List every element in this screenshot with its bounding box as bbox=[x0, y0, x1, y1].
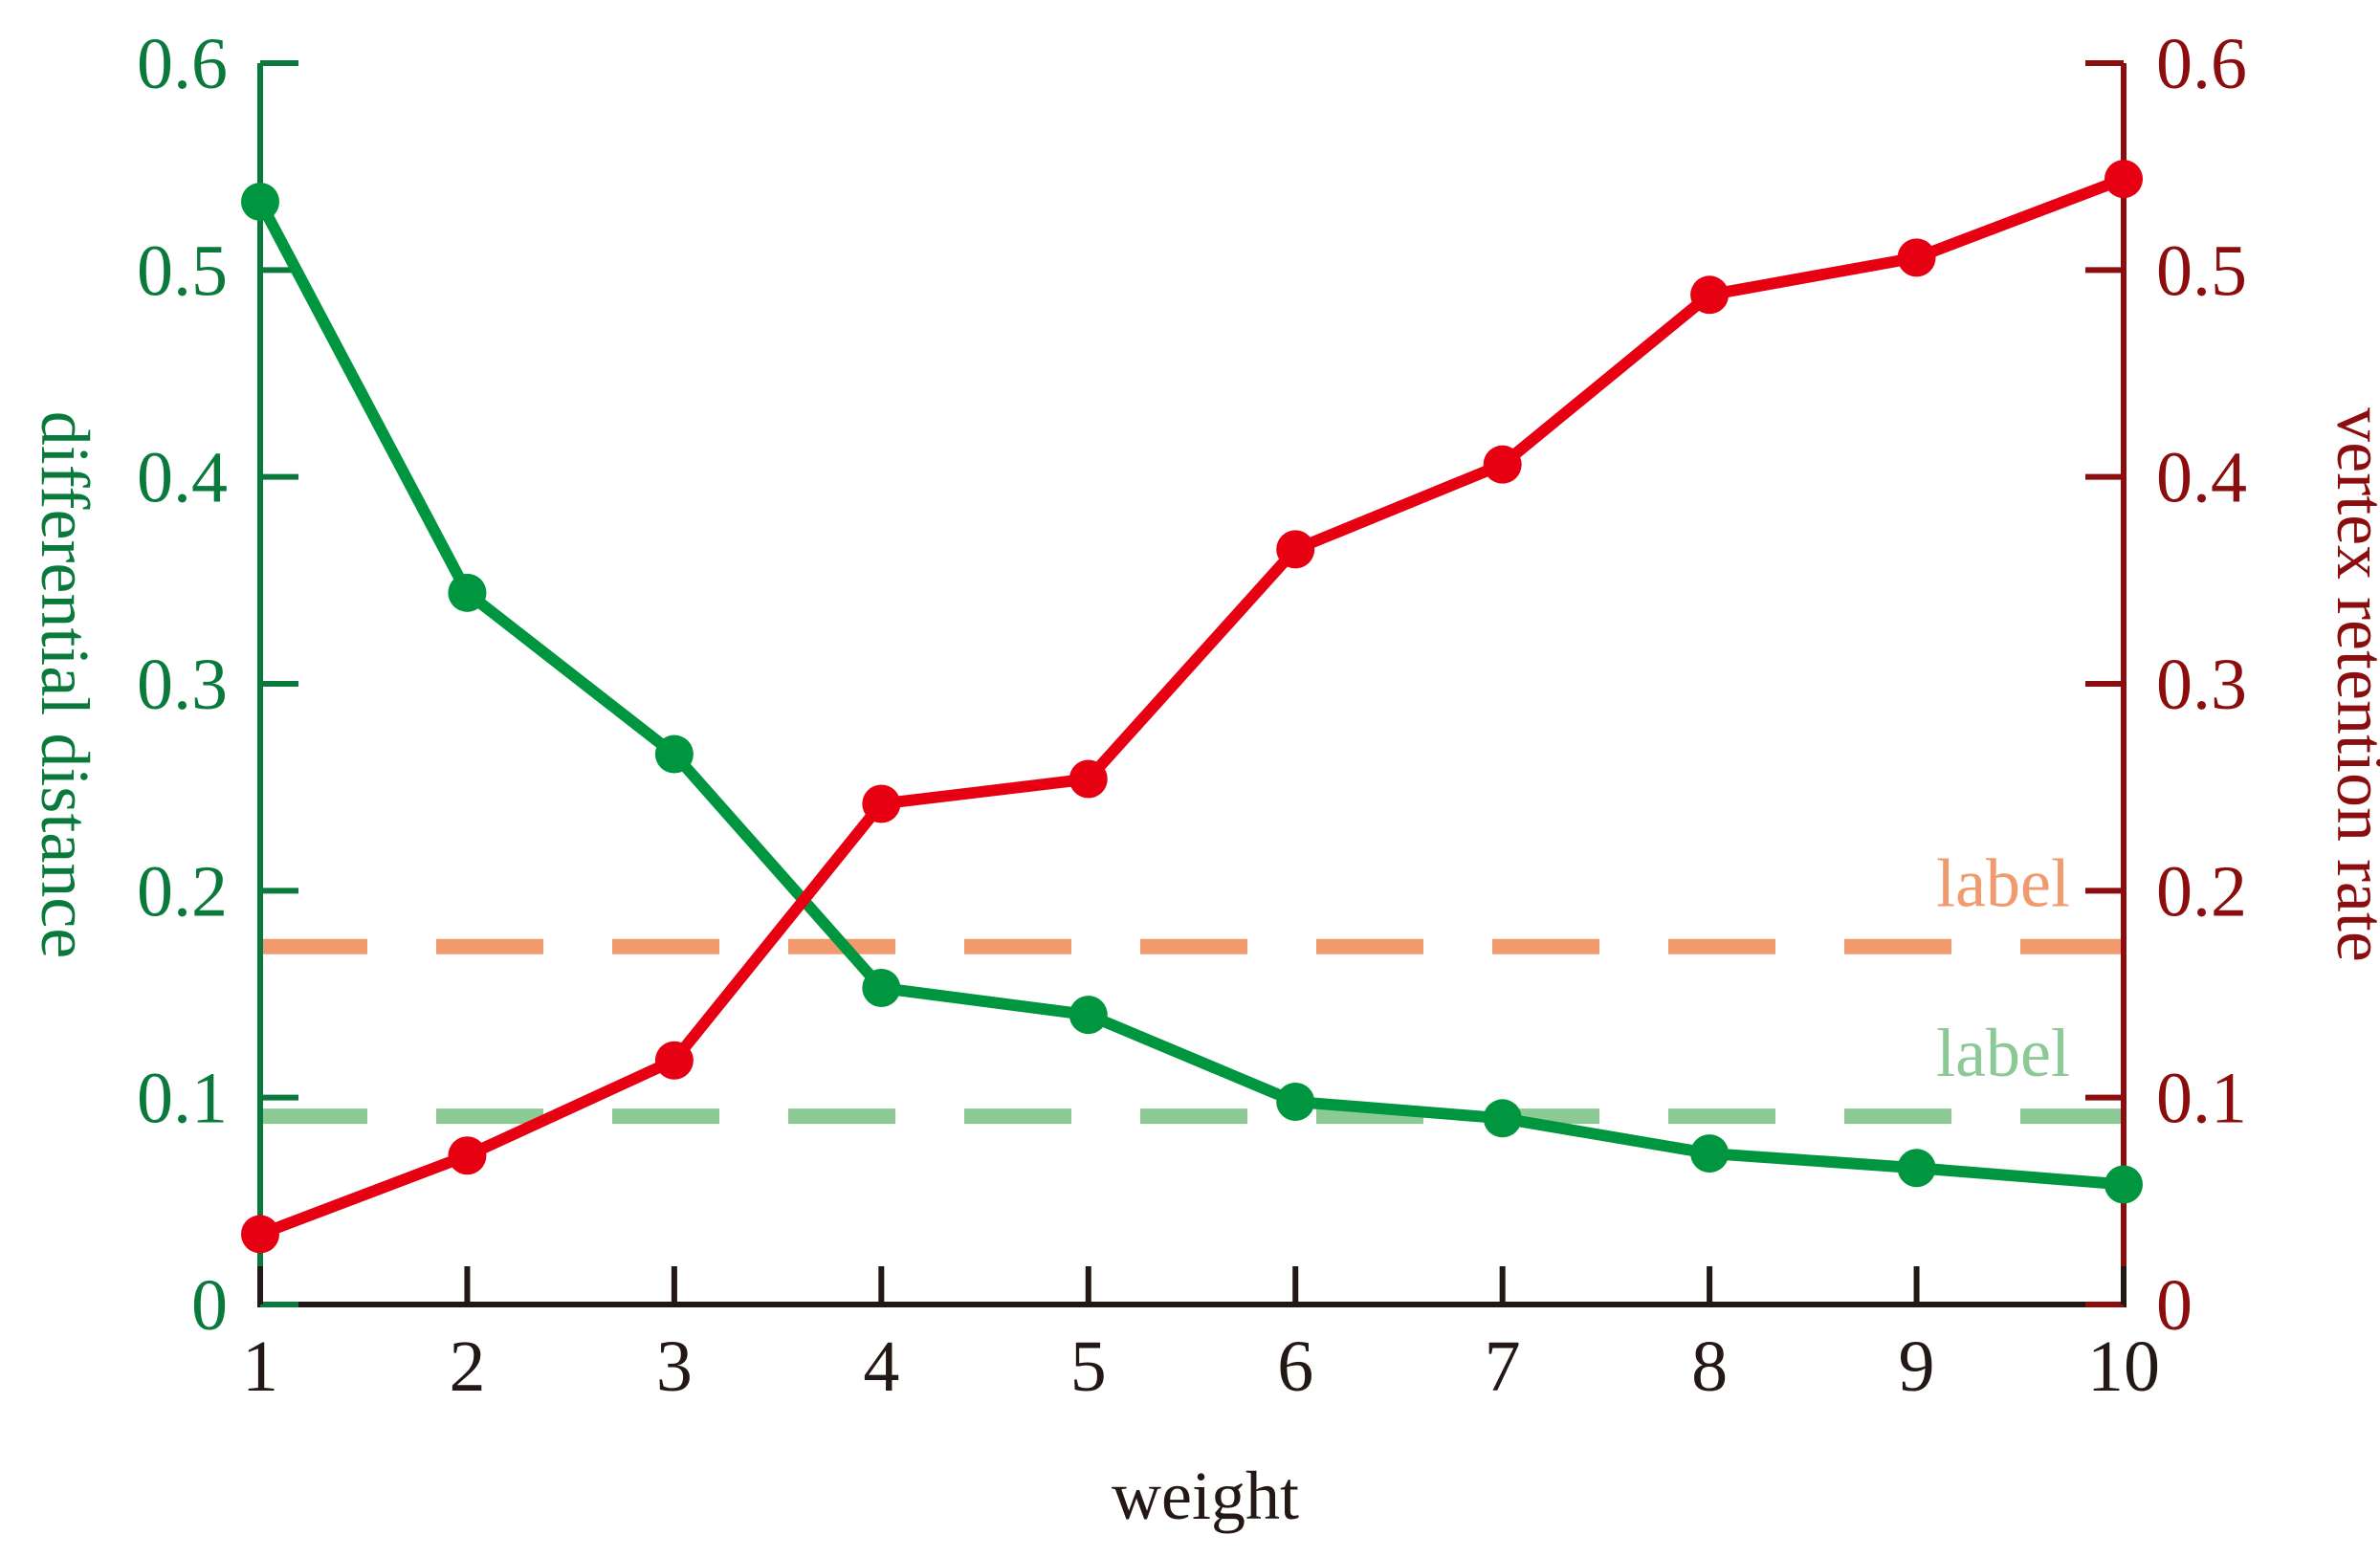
left-y-tick-label: 0.4 bbox=[137, 438, 228, 518]
x-tick-label: 1 bbox=[242, 1327, 278, 1407]
right-y-tick-label: 0 bbox=[2156, 1265, 2193, 1346]
x-tick-label: 2 bbox=[449, 1327, 485, 1407]
right-y-axis-label: vertex retention rate bbox=[2323, 407, 2380, 962]
series-line-left bbox=[254, 195, 2129, 1191]
left-y-tick-label: 0 bbox=[191, 1265, 228, 1346]
data-point bbox=[1690, 275, 1730, 315]
left-y-tick-label: 0.3 bbox=[137, 645, 228, 725]
left-y-tick-label: 0.2 bbox=[137, 851, 228, 932]
data-point bbox=[862, 969, 901, 1008]
axis-labels: weight differential distance vertex rete… bbox=[27, 407, 2380, 1534]
reference-line-label: label bbox=[1936, 845, 2070, 922]
right-y-tick-label: 0.6 bbox=[2156, 24, 2247, 104]
reference-lines: label label bbox=[260, 845, 2124, 1125]
data-point bbox=[1690, 1134, 1730, 1173]
axes: 0 0.1 0.2 0.3 0.4 0.5 0.6 0 0.1 0.2 0.3 0.4 0.5 0.6 1 2… bbox=[137, 24, 2247, 1407]
right-y-tick-label: 0.4 bbox=[2156, 438, 2247, 518]
left-y-tick-label: 0.6 bbox=[137, 24, 228, 104]
left-y-tick-label: 0.1 bbox=[137, 1059, 228, 1139]
reference-line-label: label bbox=[1936, 1015, 2070, 1091]
data-point bbox=[654, 735, 694, 774]
data-point bbox=[2105, 1165, 2143, 1204]
left-y-tick-label: 0.5 bbox=[137, 230, 228, 311]
x-tick-label: 5 bbox=[1070, 1327, 1107, 1407]
x-tick-label: 6 bbox=[1277, 1327, 1313, 1407]
x-tick-label: 8 bbox=[1691, 1327, 1728, 1407]
x-tick-label: 3 bbox=[656, 1327, 693, 1407]
data-point bbox=[241, 1215, 279, 1254]
data-point bbox=[448, 1136, 487, 1175]
right-y-tick-label: 0.2 bbox=[2156, 851, 2247, 932]
x-tick-label: 4 bbox=[863, 1327, 899, 1407]
data-point bbox=[1276, 1082, 1315, 1121]
right-y-tick-label: 0.3 bbox=[2156, 645, 2247, 725]
data-point bbox=[1483, 445, 1522, 484]
x-tick-label: 10 bbox=[2087, 1327, 2160, 1407]
data-point bbox=[654, 1041, 694, 1080]
data-point bbox=[448, 573, 487, 612]
data-point bbox=[1069, 759, 1108, 799]
data-series bbox=[241, 160, 2143, 1254]
data-point bbox=[241, 182, 279, 221]
x-tick-label: 7 bbox=[1485, 1327, 1521, 1407]
data-point bbox=[862, 784, 901, 823]
data-point bbox=[1897, 238, 1936, 277]
x-axis-label: weight bbox=[1112, 1458, 1299, 1534]
right-y-tick-label: 0.1 bbox=[2156, 1059, 2247, 1139]
left-y-axis-label: differential distance bbox=[27, 411, 103, 958]
x-tick-label: 9 bbox=[1899, 1327, 1935, 1407]
data-point bbox=[1069, 996, 1108, 1035]
series-line-right bbox=[254, 173, 2129, 1240]
data-point bbox=[2105, 160, 2143, 199]
data-point bbox=[1276, 530, 1315, 569]
data-point bbox=[1897, 1149, 1936, 1188]
right-y-tick-label: 0.5 bbox=[2156, 230, 2247, 311]
data-point bbox=[1483, 1099, 1522, 1138]
